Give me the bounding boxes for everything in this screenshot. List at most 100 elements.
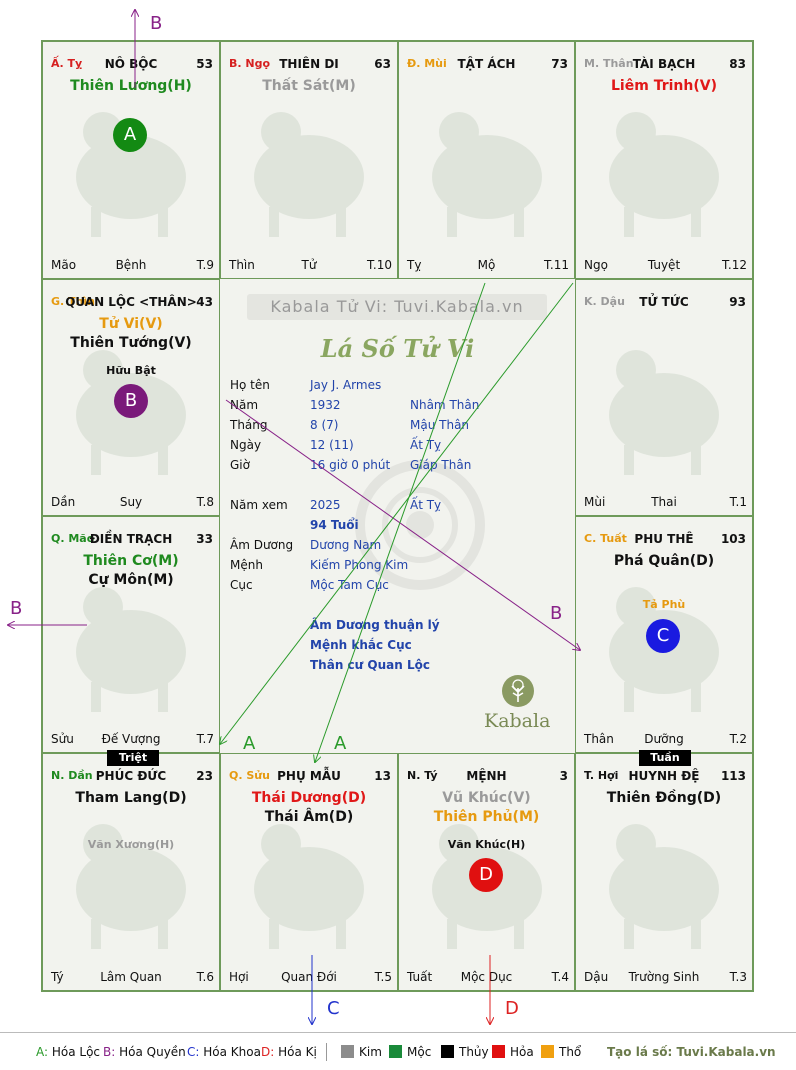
- palace-can-chi: Đ. Mùi: [407, 57, 447, 70]
- zodiac-animal-watermark-icon: [76, 112, 186, 237]
- palace-month: T.1: [729, 495, 747, 509]
- palace-can-chi: C. Tuất: [584, 532, 627, 545]
- palace-month: T.12: [722, 258, 747, 272]
- palace-cell: Q. Mão ĐIỀN TRẠCH 33 Thiên Cơ(M) Cự Môn(M) Sử…: [42, 516, 220, 753]
- main-star: Thất Sát(M): [262, 78, 356, 94]
- palace-can-chi: B. Ngọ: [229, 57, 271, 70]
- palace-branch: Thìn: [229, 258, 255, 272]
- badge-a: A: [113, 118, 147, 152]
- info-value-canchi: Ất Tỵ: [410, 498, 442, 512]
- info-row: Cục Mộc Tam Cục: [230, 578, 570, 596]
- palace-month: T.3: [729, 970, 747, 984]
- palace-name: NÔ BỘC: [104, 57, 158, 71]
- main-star: Thiên Đồng(D): [606, 790, 722, 806]
- info-value-canchi: Ất Tỵ: [410, 438, 442, 452]
- minor-star: Hữu Bật: [106, 364, 156, 377]
- palace-can-chi: G. Thìn: [51, 295, 95, 308]
- element-label: Mộc: [407, 1045, 432, 1059]
- legend-element: Thổ: [541, 1045, 581, 1059]
- palace-cycle-stage: Mộc Dục: [460, 970, 513, 984]
- legend-site: Tạo lá số: Tuvi.Kabala.vn: [607, 1045, 776, 1059]
- palace-name: ĐIỀN TRẠCH: [89, 532, 173, 546]
- palace-can-chi: N. Tý: [407, 769, 438, 782]
- palace-branch: Mùi: [584, 495, 606, 509]
- element-color-swatch: [341, 1045, 354, 1058]
- palace-cycle-stage: Quan Đới: [281, 970, 337, 984]
- element-color-swatch: [541, 1045, 554, 1058]
- palace-cell: B. Ngọ THIÊN DI 63 Thất Sát(M) Thìn Tử T.10: [220, 41, 398, 279]
- palace-age-number: 33: [196, 532, 213, 546]
- info-value: 8 (7): [310, 418, 339, 432]
- info-label: Giờ: [230, 458, 250, 472]
- zodiac-animal-watermark-icon: [609, 112, 719, 237]
- palace-name: MỆNH: [466, 769, 507, 783]
- badge-c: C: [646, 619, 680, 653]
- palace-cell: Đ. Mùi TẬT ÁCH 73 Tỵ Mộ T.11: [398, 41, 575, 279]
- palace-month: T.2: [729, 732, 747, 746]
- palace-cell: K. Dậu TỬ TỨC 93 Mùi Thai T.1: [575, 279, 753, 516]
- palace-month: T.11: [544, 258, 569, 272]
- info-row: Giờ 16 giờ 0 phút Giáp Thân: [230, 458, 570, 476]
- palace-branch: Mão: [51, 258, 77, 272]
- info-value-canchi: Nhâm Thân: [410, 398, 480, 412]
- palace-age-number: 13: [374, 769, 391, 783]
- palace-branch: Dậu: [584, 970, 609, 984]
- info-row: Ngày 12 (11) Ất Tỵ: [230, 438, 570, 456]
- palace-can-chi: Q. Sửu: [229, 769, 270, 782]
- info-row: Tháng 8 (7) Mậu Thân: [230, 418, 570, 436]
- zodiac-animal-watermark-icon: [609, 350, 719, 475]
- legend-divider: [326, 1043, 327, 1061]
- zodiac-animal-watermark-icon: [254, 824, 364, 949]
- element-color-swatch: [441, 1045, 454, 1058]
- zodiac-animal-watermark-icon: [254, 112, 364, 237]
- element-label: Thủy: [459, 1045, 489, 1059]
- main-star: Thiên Lương(H): [70, 78, 192, 94]
- badge-b: B: [114, 384, 148, 418]
- legend-hoa-khoa: C: Hóa Khoa: [187, 1045, 261, 1059]
- info-value: 94 Tuổi: [310, 518, 359, 532]
- palace-name: TỬ TỨC: [639, 295, 689, 309]
- legend-element: Kim: [341, 1045, 382, 1059]
- kabala-logo-text: Kabala: [484, 710, 551, 732]
- main-star: Thiên Phủ(M): [433, 809, 540, 825]
- info-label: Họ tên: [230, 378, 270, 392]
- minor-star: Tả Phù: [642, 598, 686, 611]
- palace-branch: Ngọ: [584, 258, 608, 272]
- info-row: Năm 1932 Nhâm Thân: [230, 398, 570, 416]
- info-value: 1932: [310, 398, 341, 412]
- chart-note: Âm Dương thuận lý: [310, 618, 440, 632]
- info-label: Mệnh: [230, 558, 263, 572]
- palace-month: T.7: [196, 732, 214, 746]
- label-left-b: B: [10, 598, 22, 619]
- chart-note: Thân cư Quan Lộc: [310, 658, 430, 672]
- palace-age-number: 113: [720, 769, 746, 783]
- palace-month: T.6: [196, 970, 214, 984]
- info-value: Mộc Tam Cục: [310, 578, 389, 592]
- info-value: 2025: [310, 498, 341, 512]
- palace-name: TÀI BẠCH: [632, 57, 696, 71]
- palace-cycle-stage: Đế Vượng: [101, 732, 161, 746]
- palace-cell: Q. Sửu PHỤ MẪU 13 Thái Dương(D) Thái Âm(D) Hợ…: [220, 753, 398, 991]
- legend-element: Thủy: [441, 1045, 489, 1059]
- zodiac-animal-watermark-icon: [76, 824, 186, 949]
- element-label: Thổ: [559, 1045, 582, 1059]
- info-label: Năm xem: [230, 498, 288, 512]
- legend-hoa-ki: D: Hóa Kị: [261, 1045, 317, 1059]
- main-star: Thiên Cơ(M): [83, 553, 179, 569]
- label-bottom-d: D: [505, 998, 519, 1019]
- main-star: Thiên Tướng(V): [70, 335, 192, 351]
- palace-month: T.5: [374, 970, 392, 984]
- palace-can-chi: Ấ. Tỵ: [51, 57, 83, 70]
- palace-age-number: 63: [374, 57, 391, 71]
- palace-age-number: 53: [196, 57, 213, 71]
- palace-branch: Dần: [51, 495, 76, 509]
- label-center-b: B: [550, 603, 562, 624]
- element-color-swatch: [389, 1045, 402, 1058]
- info-value: 16 giờ 0 phút: [310, 458, 391, 472]
- info-row: Năm xem 2025 Ất Tỵ: [230, 498, 570, 516]
- element-label: Kim: [359, 1045, 382, 1059]
- label-a-1: A: [243, 733, 256, 754]
- palace-can-chi: T. Hợi: [584, 769, 619, 782]
- palace-age-number: 103: [720, 532, 746, 546]
- palace-cycle-stage: Lâm Quan: [100, 970, 162, 984]
